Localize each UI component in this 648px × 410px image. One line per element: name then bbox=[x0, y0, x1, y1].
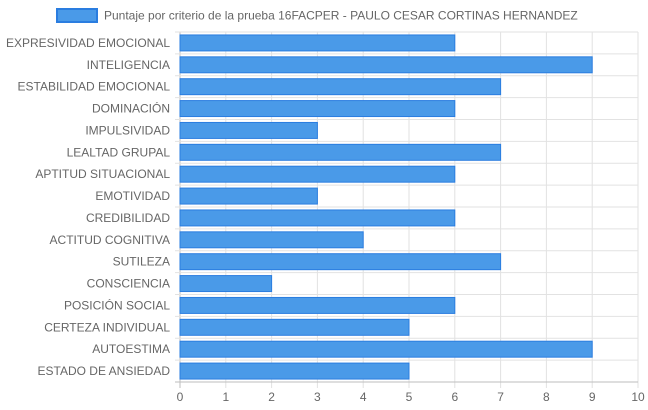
x-tick-label: 9 bbox=[589, 390, 596, 404]
x-tick-label: 3 bbox=[314, 390, 321, 404]
bar[interactable] bbox=[179, 121, 318, 139]
bar[interactable] bbox=[179, 253, 502, 271]
category-label: ESTABILIDAD EMOCIONAL bbox=[18, 80, 171, 94]
x-tick-label: 10 bbox=[631, 390, 645, 404]
bar[interactable] bbox=[179, 78, 502, 96]
category-label: IMPULSIVIDAD bbox=[85, 123, 170, 137]
bar[interactable] bbox=[179, 34, 456, 52]
bar[interactable] bbox=[179, 100, 456, 118]
category-label: LEALTAD GRUPAL bbox=[67, 145, 171, 159]
category-label: AUTOESTIMA bbox=[92, 342, 170, 356]
x-tick-label: 7 bbox=[497, 390, 504, 404]
x-tick-label: 5 bbox=[406, 390, 413, 404]
category-label: POSICIÓN SOCIAL bbox=[64, 297, 170, 312]
category-label: DOMINACIÓN bbox=[92, 101, 170, 116]
bar[interactable] bbox=[179, 187, 318, 205]
x-tick-label: 0 bbox=[177, 390, 184, 404]
bars bbox=[179, 34, 593, 380]
bar[interactable] bbox=[179, 231, 364, 249]
x-tick-label: 4 bbox=[360, 390, 367, 404]
x-tick-label: 6 bbox=[451, 390, 458, 404]
category-label: ACTITUD COGNITIVA bbox=[50, 233, 170, 247]
bar[interactable] bbox=[179, 143, 502, 161]
bar[interactable] bbox=[179, 56, 593, 74]
category-label: INTELIGENCIA bbox=[87, 58, 170, 72]
category-label: CERTEZA INDIVIDUAL bbox=[44, 320, 170, 334]
legend-label: Puntaje por criterio de la prueba 16FACP… bbox=[104, 9, 578, 23]
category-label: SUTILEZA bbox=[113, 255, 170, 269]
bar[interactable] bbox=[179, 340, 593, 358]
category-label: EXPRESIVIDAD EMOCIONAL bbox=[6, 36, 170, 50]
bar[interactable] bbox=[179, 275, 273, 293]
category-label: EMOTIVIDAD bbox=[95, 189, 170, 203]
category-label: CREDIBILIDAD bbox=[86, 211, 170, 225]
category-label: APTITUD SITUACIONAL bbox=[35, 167, 170, 181]
bar[interactable] bbox=[179, 362, 410, 380]
category-label: ESTADO DE ANSIEDAD bbox=[38, 364, 171, 378]
x-tick-label: 2 bbox=[268, 390, 275, 404]
bar[interactable] bbox=[179, 296, 456, 314]
bar[interactable] bbox=[179, 165, 456, 183]
x-tick-label: 8 bbox=[543, 390, 550, 404]
category-label: CONSCIENCIA bbox=[87, 277, 170, 291]
category-labels: EXPRESIVIDAD EMOCIONAL INTELIGENCIA ESTABI… bbox=[6, 36, 170, 378]
bar[interactable] bbox=[179, 318, 410, 336]
x-tick-labels: 0 1 2 3 4 5 6 7 8 9 10 bbox=[177, 390, 645, 404]
legend-swatch bbox=[56, 8, 98, 23]
legend[interactable]: Puntaje por criterio de la prueba 16FACP… bbox=[56, 8, 578, 23]
x-tick-label: 1 bbox=[222, 390, 229, 404]
bar[interactable] bbox=[179, 209, 456, 227]
